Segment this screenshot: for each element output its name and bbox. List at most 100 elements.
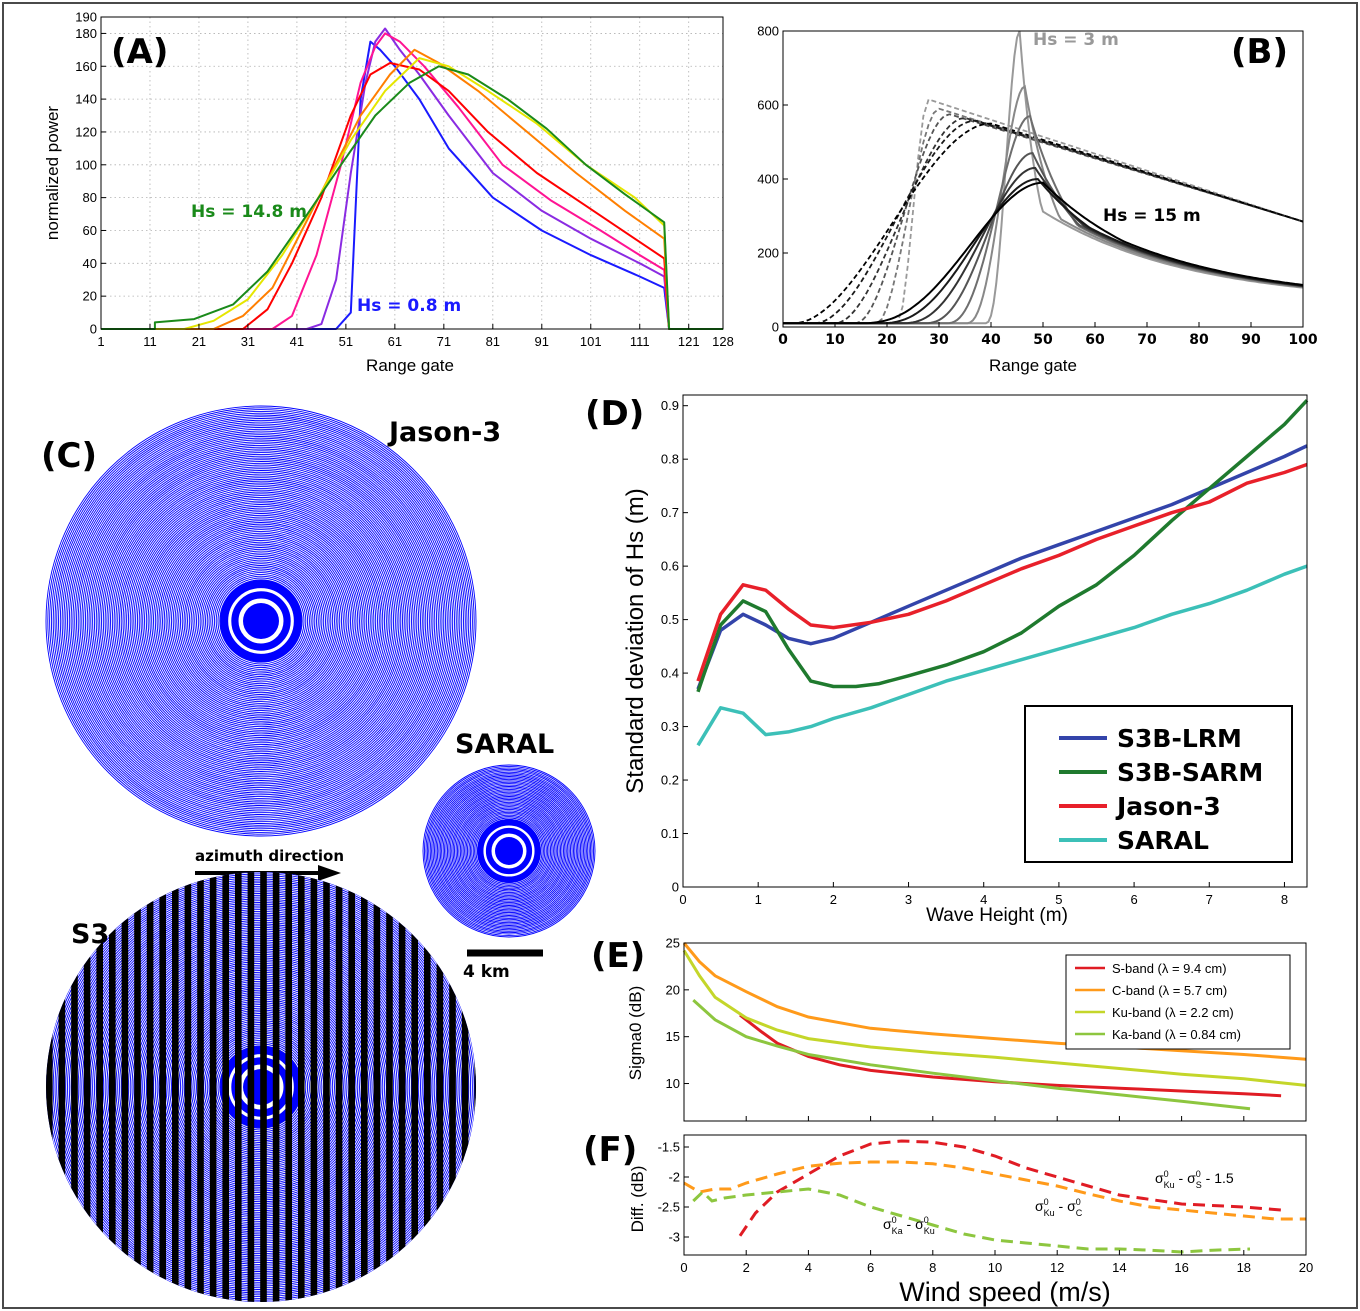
panel-d-x-tick-label: 8 — [1281, 892, 1288, 907]
panel-c-letter: (C) — [41, 436, 97, 476]
panel-e-series — [682, 942, 1307, 1111]
s3-doppler-stripe — [235, 872, 242, 1302]
jason3-footprint-ring — [208, 568, 314, 674]
jason3-footprint-ring — [99, 459, 423, 783]
jason3-footprint-ring — [160, 520, 362, 722]
s3-doppler-stripe — [411, 872, 418, 1302]
panel-a-y-tick-label: 80 — [83, 190, 97, 205]
jason3-footprint-ring — [68, 428, 454, 814]
s3-doppler-stripe — [298, 872, 305, 1302]
jason3-footprint-ring — [88, 448, 434, 794]
panel-f-series-line — [738, 1139, 1282, 1237]
panel-a-x-tick-label: 41 — [290, 334, 304, 349]
s3-doppler-stripe — [436, 872, 444, 1302]
panel-e-x-ticks — [683, 1116, 1307, 1121]
panel-a-x-tick-label: 61 — [388, 334, 402, 349]
saral-footprint-ring — [455, 797, 563, 905]
jason3-footprint-ring — [138, 498, 384, 744]
panel-b-dashed-waveform — [783, 119, 1304, 325]
panel-d-y-tick-label: 0.9 — [661, 398, 679, 413]
saral-footprint-ring — [434, 776, 584, 926]
jason3-footprint-ring — [76, 436, 446, 806]
panel-a-x-tick-label: 71 — [437, 334, 451, 349]
panel-b-y-tick-label: 200 — [757, 246, 779, 261]
panel-a-waveform-line — [101, 40, 723, 330]
jason3-footprint-ring — [153, 513, 369, 729]
jason3-footprint-ring — [174, 534, 348, 708]
jason3-footprint-ring — [63, 423, 459, 819]
azimuth-arrow-head — [318, 865, 341, 881]
panel-b-x-tick-label: 10 — [825, 332, 845, 348]
panel-e-series-line — [692, 998, 1251, 1111]
jason3-footprint-ring — [158, 518, 364, 724]
s3-doppler-stripe — [398, 872, 406, 1302]
saral-footprint-ring — [458, 800, 560, 902]
jason3-footprint-ring — [213, 573, 309, 669]
s3-doppler-stripe — [386, 872, 393, 1302]
panel-b-solid-waveform — [783, 30, 1304, 325]
s3-doppler-stripe — [46, 872, 53, 1302]
jason3-footprint-ring — [217, 577, 305, 665]
panel-f-y-ticks: -1.5 -2 -2.5 -3 — [658, 1140, 689, 1245]
panel-a-y-tick-label: 190 — [75, 10, 97, 25]
s3-doppler-stripe — [121, 872, 129, 1302]
panel-b-solid-waveform — [783, 177, 1304, 325]
s3-doppler-stripe — [361, 872, 368, 1302]
panel-a-letter: (A) — [111, 32, 168, 72]
panel-d-legend-box — [1024, 705, 1293, 863]
panel-e-legend: S-band (λ = 9.4 cm) C-band (λ = 5.7 cm) … — [1065, 954, 1291, 1050]
s3-doppler-stripe — [247, 872, 255, 1302]
saral-label: SARAL — [455, 729, 554, 760]
panel-b-solid-waveform — [783, 84, 1304, 325]
jason3-footprint-ring — [190, 550, 332, 692]
panel-b: 0 10 20 30 40 50 60 70 80 90 100 0 200 400 600 800 (B)… — [757, 24, 1318, 376]
jason3-footprint-ring — [149, 509, 373, 733]
panel-f: 0 2 4 6 8 10 12 14 16 18 20 -1.5 -2 -2.5 -3 (F) Wind … — [583, 1130, 1313, 1307]
panel-d-plot-frame — [682, 394, 1308, 888]
jason3-footprint-ring — [136, 496, 386, 746]
panel-e-y-tick-label: 10 — [666, 1076, 680, 1091]
jason3-footprint-ring — [162, 522, 360, 720]
s3-doppler-stripe — [285, 872, 292, 1302]
panel-b-x-tick-label: 60 — [1085, 332, 1105, 348]
saral-footprint-ring — [474, 816, 544, 886]
jason3-footprint-ring — [179, 539, 343, 703]
jason3-footprint-ring — [145, 505, 377, 737]
jason3-footprint-ring — [120, 480, 402, 762]
jason3-footprint-ring — [194, 554, 328, 688]
panel-a-y-tick-label: 140 — [75, 92, 97, 107]
jason3-footprint-ring — [169, 529, 353, 713]
legend-label-saral: SARAL — [1117, 826, 1209, 855]
s3-doppler-stripe — [159, 872, 166, 1302]
panel-b-x-tick-label: 100 — [1288, 332, 1317, 348]
panel-c: (C) Jason-3 SARAL 4 km azimuth direction… — [41, 405, 596, 1302]
saral-footprint-ring — [469, 811, 549, 891]
panel-f-plot-frame — [683, 1134, 1307, 1256]
s3-doppler-stripe — [272, 872, 280, 1302]
saral-footprint-ring — [436, 778, 582, 924]
saral-footprint-ring — [456, 798, 562, 904]
jason3-footprint-ring — [156, 516, 366, 726]
saral-footprint-ring — [445, 787, 573, 915]
panel-a-series — [101, 27, 723, 330]
panel-b-dashed-waveform — [783, 113, 1304, 325]
panel-a-x-tick-label: 111 — [630, 334, 650, 349]
panel-f-y-tick-label: -2 — [668, 1170, 680, 1185]
azimuth-direction-label: azimuth direction — [195, 847, 344, 865]
panel-e-y-ticks: 10 15 20 25 — [666, 936, 689, 1091]
panel-f-x-tick-label: 20 — [1299, 1260, 1313, 1275]
jason3-footprint-ring — [205, 565, 317, 677]
jason3-footprint-ring — [79, 439, 443, 803]
jason3-footprint-ring — [196, 556, 326, 686]
jason3-footprint-ring — [147, 507, 375, 735]
saral-footprint-core — [495, 837, 523, 865]
saral-footprint-ring — [462, 804, 556, 898]
saral-footprint-ring — [432, 774, 586, 928]
panel-e-y-tick-label: 25 — [666, 936, 680, 951]
panel-d-y-tick-label: 0.7 — [661, 505, 679, 520]
panel-b-letter: (B) — [1231, 32, 1288, 72]
jason3-footprint-ring — [183, 543, 339, 699]
saral-footprint-ring — [422, 764, 596, 938]
s3-doppler-stripe — [134, 872, 141, 1302]
jason3-footprint-ring — [140, 500, 382, 742]
